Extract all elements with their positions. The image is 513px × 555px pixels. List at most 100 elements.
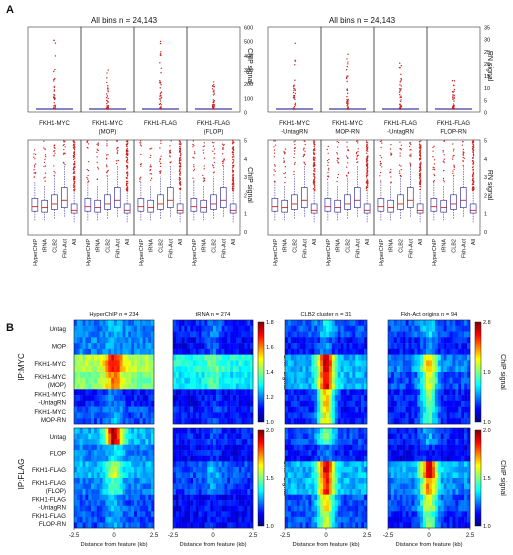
heatmap-cell bbox=[394, 384, 397, 390]
heatmap-cell bbox=[77, 349, 80, 355]
heatmap-cell bbox=[239, 517, 242, 523]
heatmap-cell bbox=[352, 378, 355, 384]
heatmap-cell bbox=[94, 522, 97, 528]
heatmap-row-label: MOP-RN bbox=[41, 417, 66, 424]
heatmap-cell bbox=[406, 407, 409, 413]
heatmap-cell bbox=[83, 467, 86, 473]
heatmap-cell bbox=[300, 332, 303, 338]
heatmap-cell bbox=[74, 395, 77, 401]
heatmap-cell bbox=[222, 500, 225, 506]
heatmap-cell bbox=[288, 418, 291, 424]
heatmap-cell bbox=[403, 360, 406, 366]
heatmap-cell bbox=[204, 395, 207, 401]
heatmap-cell bbox=[88, 343, 91, 349]
heatmap-cell bbox=[105, 428, 108, 434]
heatmap-cell bbox=[108, 445, 111, 451]
heatmap-cell bbox=[338, 439, 341, 445]
heatmap-cell bbox=[455, 372, 458, 378]
heatmap-cell bbox=[244, 349, 247, 355]
heatmap-cell bbox=[244, 450, 247, 456]
heatmap-cell bbox=[117, 326, 120, 332]
heatmap-row-label: (FLOP) bbox=[46, 488, 66, 495]
heatmap-cell bbox=[114, 484, 117, 490]
heatmap-cell bbox=[311, 337, 314, 343]
heatmap-cell bbox=[145, 355, 148, 361]
heatmap-cell bbox=[236, 372, 239, 378]
outlier-point bbox=[314, 144, 315, 145]
heatmap-cell bbox=[332, 343, 335, 349]
heatmap-cell bbox=[426, 326, 429, 332]
heatmap-cell bbox=[114, 489, 117, 495]
heatmap-cell bbox=[347, 326, 350, 332]
heatmap-cell bbox=[332, 337, 335, 343]
heatmap-cell bbox=[311, 320, 314, 326]
heatmap-cell bbox=[202, 355, 205, 361]
heatmap-cell bbox=[358, 343, 361, 349]
heatmap-cell bbox=[91, 320, 94, 326]
heatmap-cell bbox=[291, 366, 294, 372]
heatmap-cell bbox=[120, 378, 123, 384]
outlier-point bbox=[346, 96, 347, 97]
heatmap-cell bbox=[114, 456, 117, 462]
outlier-point bbox=[283, 162, 284, 163]
outlier-point bbox=[127, 141, 128, 142]
heatmap-cell bbox=[352, 439, 355, 445]
outlier-point bbox=[313, 140, 314, 141]
heatmap-cell bbox=[335, 412, 338, 418]
heatmap-cell bbox=[247, 407, 250, 413]
heatmap-cell bbox=[450, 407, 453, 413]
outlier-point bbox=[381, 147, 382, 148]
outlier-point bbox=[171, 140, 172, 141]
heatmap-cell bbox=[347, 407, 350, 413]
heatmap-cell bbox=[230, 467, 233, 473]
heatmap-cell bbox=[207, 517, 210, 523]
heatmap-cell bbox=[210, 412, 213, 418]
heatmap-cell bbox=[111, 372, 114, 378]
outlier-point bbox=[108, 105, 109, 106]
box bbox=[105, 195, 111, 210]
heatmap-cell bbox=[204, 522, 207, 528]
heatmap-cell bbox=[329, 384, 332, 390]
heatmap-cell bbox=[230, 412, 233, 418]
outlier-point bbox=[140, 164, 141, 165]
heatmap-cell bbox=[80, 326, 83, 332]
heatmap-row-label: FKH1-FLAG bbox=[32, 513, 66, 520]
heatmap-cell bbox=[224, 366, 227, 372]
outlier-point bbox=[399, 170, 400, 171]
heatmap-cell bbox=[213, 407, 216, 413]
outlier-point bbox=[87, 140, 88, 141]
heatmap-cell bbox=[464, 418, 467, 424]
heatmap-cell bbox=[125, 378, 128, 384]
outlier-point bbox=[420, 176, 421, 177]
outlier-point bbox=[434, 175, 435, 176]
heatmap-cell bbox=[94, 472, 97, 478]
heatmap-cell bbox=[326, 401, 329, 407]
heatmap-row-label: Untag bbox=[49, 434, 66, 441]
heatmap-cell bbox=[117, 489, 120, 495]
heatmap-cell bbox=[176, 517, 179, 523]
heatmap-cell bbox=[193, 517, 196, 523]
heatmap-cell bbox=[441, 401, 444, 407]
heatmap-cell bbox=[204, 450, 207, 456]
heatmap-cell bbox=[294, 445, 297, 451]
heatmap-cell bbox=[182, 450, 185, 456]
heatmap-cell bbox=[239, 500, 242, 506]
category-label: All bbox=[231, 239, 237, 245]
outlier-point bbox=[367, 182, 368, 183]
heatmap-cell bbox=[216, 428, 219, 434]
heatmap-cell bbox=[91, 472, 94, 478]
heatmap-cell bbox=[216, 522, 219, 528]
heatmap-cell bbox=[85, 355, 88, 361]
heatmap-cell bbox=[219, 360, 222, 366]
heatmap-cell bbox=[447, 384, 450, 390]
heatmap-cell bbox=[131, 360, 134, 366]
outlier-point bbox=[161, 97, 162, 98]
heatmap-cell bbox=[173, 384, 176, 390]
heatmap-cell bbox=[123, 472, 126, 478]
heatmap-cell bbox=[230, 389, 233, 395]
outlier-point bbox=[232, 152, 233, 153]
heatmap-cell bbox=[391, 349, 394, 355]
heatmap-cell bbox=[288, 366, 291, 372]
heatmap-cell bbox=[224, 372, 227, 378]
outlier-point bbox=[390, 144, 391, 145]
